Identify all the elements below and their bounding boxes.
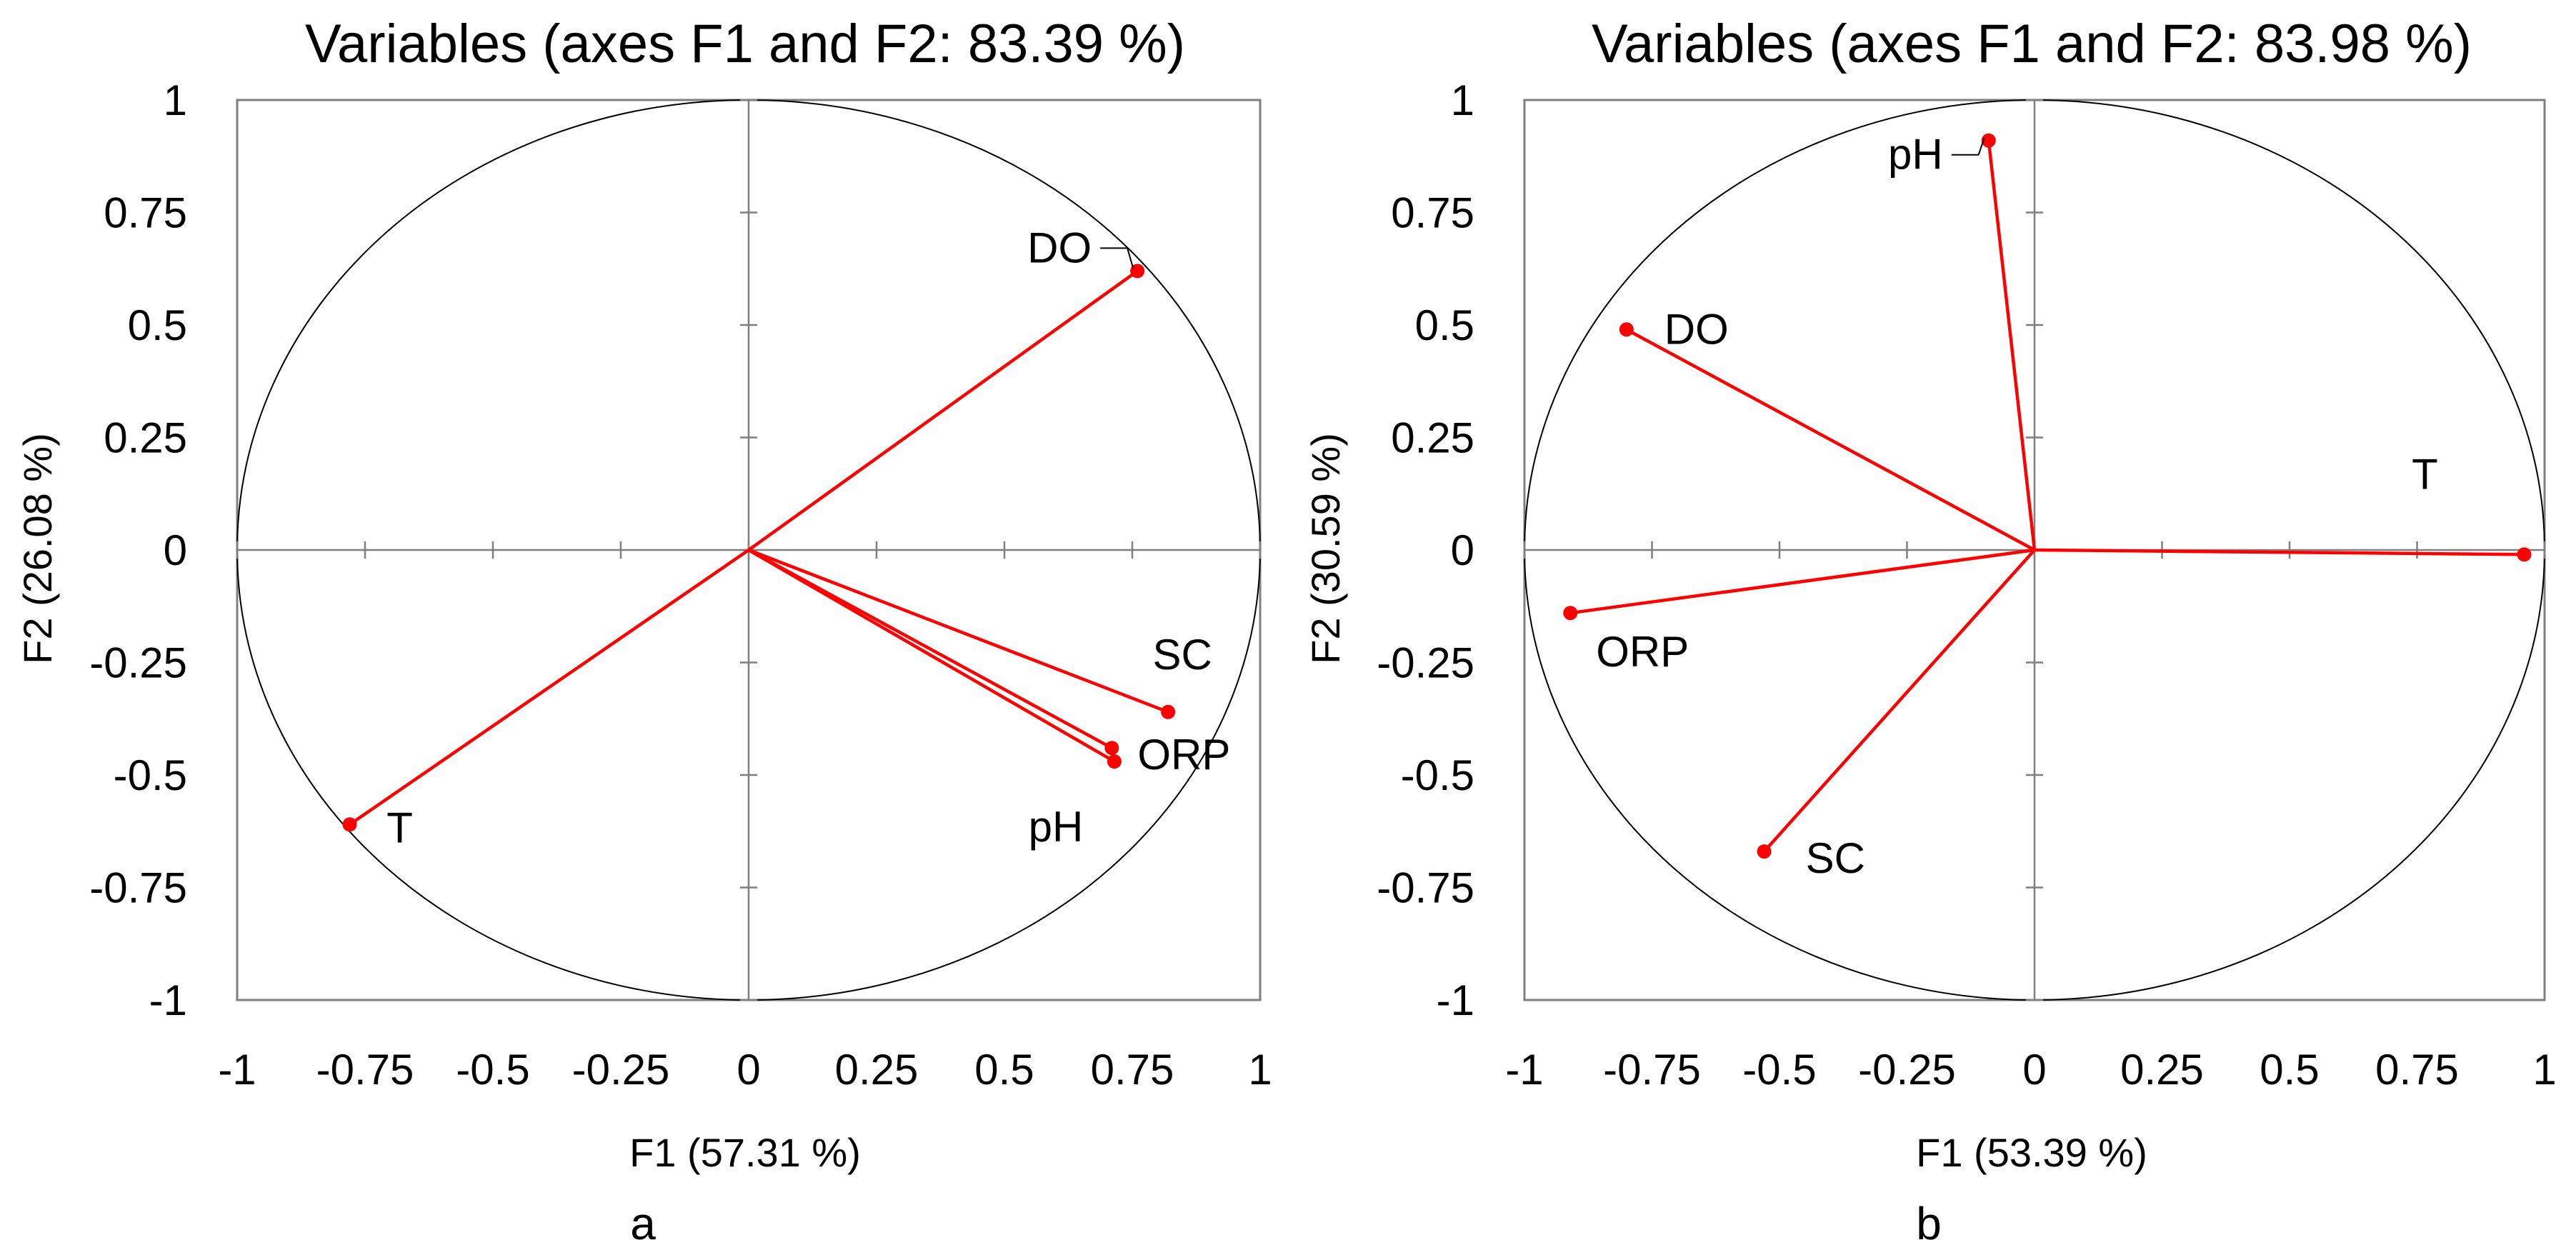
- panel-b-x-tick-label: 0.5: [2260, 1046, 2319, 1094]
- panel-a-label-t: T: [386, 804, 413, 851]
- panel-b-label-sc: SC: [1806, 834, 1865, 882]
- panel-a-x-tick-label: 0.75: [1091, 1046, 1174, 1094]
- panel-a-label-do: DO: [1027, 224, 1092, 271]
- panel-a-y-tick-label: 0.25: [104, 414, 187, 462]
- panel-b-y-tick-label: -1: [1437, 976, 1474, 1024]
- panel-b-x-tick-label: -0.25: [1858, 1046, 1956, 1094]
- panel-a-y-tick-label: -0.75: [89, 864, 187, 912]
- panel-a-y-tick-label: -0.25: [89, 639, 187, 687]
- panel-b-xlabel: F1 (53.39 %): [1916, 1130, 2147, 1175]
- panel-a-x-tick-label: -0.25: [572, 1046, 670, 1094]
- panel-a-point-t: [342, 817, 357, 832]
- panel-a-x-tick-label: 0: [737, 1046, 760, 1094]
- panel-b-label-t: T: [2412, 450, 2438, 498]
- panel-a-vector-sc: [748, 548, 1169, 714]
- panel-b-y-tick-label: 0.75: [1391, 189, 1474, 237]
- panel-a-xlabel: F1 (57.31 %): [629, 1130, 861, 1175]
- panel-b-x-tick-label: 0: [2022, 1046, 2046, 1094]
- panel-b-y-tick-label: -0.5: [1401, 751, 1474, 799]
- panel-b-y-tick-label: -0.75: [1377, 864, 1474, 912]
- panel-b-vector-t: [2034, 548, 2525, 556]
- panel-a-x-tick-label: -0.5: [456, 1046, 529, 1094]
- panel-a-label-ph: pH: [1029, 803, 1084, 851]
- panel-a-vector-orp: [747, 549, 1113, 750]
- panel-a-point-orp: [1104, 741, 1119, 756]
- panel-a-y-tick-label: 0: [164, 526, 187, 574]
- panel-a-y-tick-label: -0.5: [114, 751, 187, 799]
- panel-b-y-tick-label: 0.5: [1415, 301, 1474, 349]
- panel-a-ylabel: F2 (26.08 %): [15, 433, 60, 664]
- panel-a-x-tick-label: 1: [1248, 1046, 1272, 1094]
- panel-b-label-do: DO: [1664, 305, 1729, 353]
- panel-a-leader-do: [1127, 248, 1134, 269]
- panel-b-x-tick-label: 0.25: [2120, 1046, 2204, 1094]
- panel-a-title: Variables (axes F1 and F2: 83.39 %): [305, 14, 1185, 74]
- panel-a-vector-ph: [747, 549, 1116, 764]
- panel-b-y-tick-label: 0.25: [1391, 414, 1474, 462]
- panel-b-ylabel: F2 (30.59 %): [1303, 433, 1348, 664]
- panel-a-x-tick-label: 0.25: [835, 1046, 919, 1094]
- panel-a-y-tick-label: 1: [164, 76, 187, 124]
- panel-b-x-tick-label: -0.5: [1742, 1046, 1816, 1094]
- panel-b-point-orp: [1563, 606, 1578, 621]
- panel-a-point-do: [1130, 264, 1145, 279]
- panel-b-letter: b: [1916, 1198, 1942, 1249]
- panel-a-letter: a: [630, 1198, 656, 1249]
- panel-b-x-tick-label: -0.75: [1603, 1046, 1701, 1094]
- panel-b-x-tick-label: 1: [2532, 1046, 2556, 1094]
- panel-a-label-sc: SC: [1152, 631, 1212, 679]
- panel-b-y-tick-label: 1: [1451, 76, 1474, 124]
- panel-b-point-t: [2517, 547, 2532, 562]
- panel-b-title: Variables (axes F1 and F2: 83.98 %): [1592, 14, 2472, 74]
- panel-b-label-orp: ORP: [1596, 628, 1689, 676]
- panel-a-label-orp: ORP: [1137, 731, 1230, 779]
- panel-a-point-sc: [1161, 704, 1176, 719]
- panel-a-y-tick-label: -1: [149, 976, 187, 1024]
- panel-b-y-tick-label: -0.25: [1377, 639, 1474, 687]
- panel-b-vector-orp: [1569, 548, 2035, 615]
- panel-a-x-tick-label: -0.75: [316, 1046, 414, 1094]
- panel-a-vector-do: [747, 269, 1139, 551]
- panel-b-x-tick-label: 0.75: [2375, 1046, 2459, 1094]
- panel-b-x-tick-label: -1: [1505, 1046, 1543, 1094]
- panel-a: Variables (axes F1 and F2: 83.39 %) F1 (…: [15, 14, 1272, 1249]
- panel-a-y-tick-label: 0.5: [128, 301, 187, 349]
- panel-a-vector-t: [349, 549, 750, 826]
- panel-b-label-ph: pH: [1888, 131, 1943, 179]
- panel-b-vector-sc: [1762, 549, 2036, 853]
- panel-a-y-tick-label: 0.75: [104, 189, 187, 237]
- panel-a-point-ph: [1107, 754, 1122, 769]
- panel-b-point-sc: [1757, 844, 1772, 859]
- panel-b: Variables (axes F1 and F2: 83.98 %) F1 (…: [1303, 14, 2557, 1249]
- panel-b-vector-do: [1625, 328, 2036, 551]
- panel-b-y-tick-label: 0: [1451, 526, 1474, 574]
- panel-b-point-ph: [1981, 133, 1996, 148]
- panel-a-x-tick-label: 0.5: [974, 1046, 1034, 1094]
- panel-a-x-tick-label: -1: [218, 1046, 256, 1094]
- panel-b-point-do: [1619, 322, 1634, 337]
- panel-b-vector-ph: [1987, 140, 2037, 551]
- panel-b-leader-ph: [1977, 137, 1985, 156]
